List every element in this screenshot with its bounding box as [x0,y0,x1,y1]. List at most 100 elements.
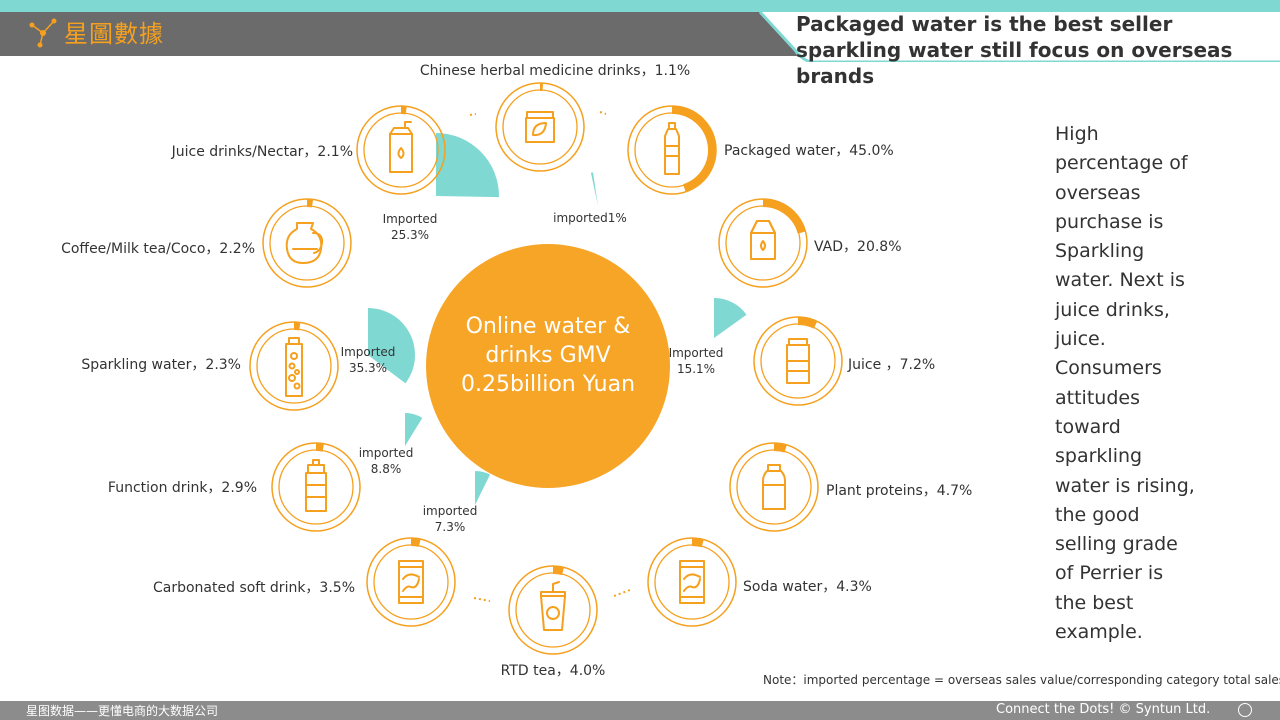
outer-ring [508,565,598,655]
imported-label: imported1% [553,211,627,225]
imported-juice: Imported 15.1% [669,298,747,376]
share-arc [315,443,324,452]
logo-text: 星圖數據 [64,20,164,48]
outer-ring [366,537,456,627]
inner-ring [373,544,449,620]
title-line-2: sparkling water still focus on overseas … [796,38,1233,88]
imported-value: 7.3% [435,520,466,534]
imported-label: imported [423,504,478,518]
share-arc [797,317,818,329]
share-arc [773,443,787,453]
category-label: Chinese herbal medicine drinks，1.1% [420,63,690,79]
category-node-sparkling-water: Sparkling water，2.3% [81,321,339,411]
inner-ring [736,449,812,525]
category-label: Carbonated soft drink，3.5% [153,580,355,596]
outer-ring [647,537,737,627]
sparkling-bottle-icon [285,337,303,397]
insight-text: High percentage of overseas purchase is … [1055,123,1195,644]
connector-dots-4 [613,589,631,597]
center-gmv-text: Online water & drinks GMV 0.25billion Yu… [460,314,636,397]
header-bar: 星圖數據 Packaged water is the best seller s… [0,0,1280,88]
inner-ring [502,89,578,165]
imported-wedge [714,298,747,338]
logo-network-icon [29,18,57,47]
connector-dots-3 [473,597,491,602]
share-arc [410,538,421,547]
footer-bar: 星图数据——更懂电商的大数据公司 Connect the Dots! © Syn… [0,701,1280,720]
outer-ring [262,198,352,288]
imported-value: 8.8% [371,462,402,476]
category-label: Juice drinks/Nectar，2.1% [171,144,353,160]
sport-bottle-icon [305,459,327,512]
imported-wedge [368,308,415,384]
milk-carton-icon [750,220,776,260]
title-line-1: Packaged water is the best seller [796,12,1173,36]
category-label: VAD，20.8% [814,239,902,255]
imported-wedge [590,172,598,206]
imported-sparkling-water: Imported 35.3% [341,308,415,384]
imported-packaged-water: imported1% [553,172,627,225]
category-label: Juice ，7.2% [847,357,935,373]
imported-wedge [475,471,491,505]
header-title-border [758,10,1280,62]
juice-box-icon [786,338,810,384]
page-title: Packaged water is the best seller sparkl… [796,11,1276,89]
footnote: Note：imported percentage = overseas sale… [763,673,1280,687]
share-arc [762,199,806,234]
category-node-plant-proteins: Plant proteins，4.7% [729,442,972,532]
center-circle [426,244,670,488]
header-teal-strip [0,0,1280,12]
category-node-function-drink: Function drink，2.9% [108,442,361,532]
header-gray-band [0,12,800,56]
share-arc [691,538,704,548]
category-node-soda-water: Soda water，4.3% [647,537,872,627]
connector-dots-2 [599,111,607,115]
footer-circle-icon [1238,703,1252,717]
category-nodes: Chinese herbal medicine drinks，1.1% Packa… [61,63,972,679]
category-label: Plant proteins，4.7% [826,483,972,499]
category-label: Sparkling water，2.3% [81,357,241,373]
imported-wedge [436,133,500,198]
outer-ring [495,82,585,172]
category-label: Function drink，2.9% [108,480,257,496]
footer-company: 星图数据——更懂电商的大数据公司 [26,704,219,718]
tea-cup-icon [540,581,566,631]
category-node-juice: Juice ，7.2% [753,316,935,406]
plant-milk-bottle-icon [762,464,786,510]
category-node-carbonated-soft-drink: Carbonated soft drink，3.5% [153,537,456,627]
header-background [0,0,1280,62]
category-node-rtd-tea: RTD tea，4.0% [501,565,606,679]
header-title-panel [760,12,1280,62]
imported-label: Imported [669,346,724,360]
category-node-juice-drinks-nectar: Juice drinks/Nectar，2.1% [171,105,446,195]
connector-dots-1 [469,113,477,116]
outer-ring [356,105,446,195]
category-label: RTD tea，4.0% [501,663,606,679]
category-node-packaged-water: Packaged water，45.0% [627,105,894,195]
imported-carbonated-soft-drink: imported 7.3% [423,471,491,534]
category-node-vad: VAD，20.8% [718,198,902,288]
soda-can-icon [679,560,705,604]
share-arc [671,106,716,192]
jug-icon [285,222,324,264]
imported-label: Imported [383,212,438,226]
category-node-coffee-milk-tea-coco: Coffee/Milk tea/Coco，2.2% [61,198,352,288]
juice-drink-box-icon [389,121,413,173]
category-node-chinese-herbal-medicine-drinks: Chinese herbal medicine drinks，1.1% [420,63,690,172]
imported-label: Imported [341,345,396,359]
imported-juice-drinks-nectar: Imported 25.3% [383,133,500,242]
inner-ring [269,205,345,281]
outer-ring [271,442,361,532]
inner-ring [654,544,730,620]
herbal-jar-icon [525,111,555,143]
inner-ring [363,112,439,188]
logo: 星圖數據 [26,14,164,49]
outer-ring [729,442,819,532]
category-label: Coffee/Milk tea/Coco，2.2% [61,241,255,257]
category-label: Soda water，4.3% [743,579,872,595]
footer-copyright: Connect the Dots! © Syntun Ltd. [996,702,1211,717]
share-arc [552,566,564,576]
imported-wedge [405,413,423,446]
